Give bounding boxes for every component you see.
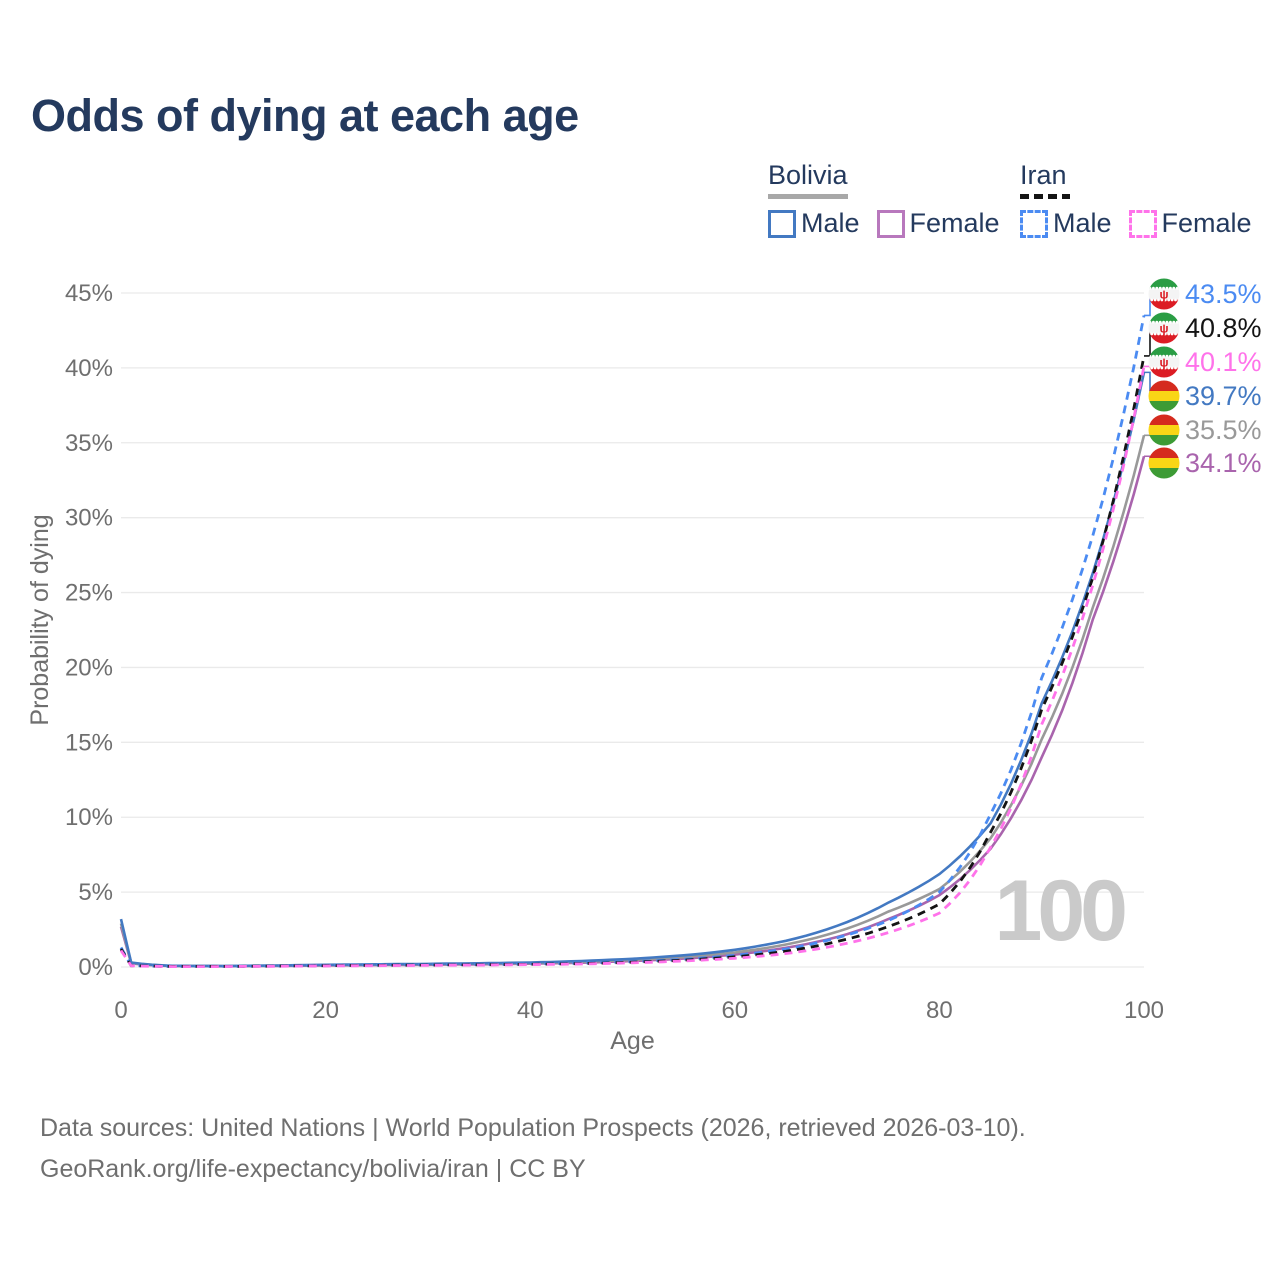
legend-country-iran[interactable]: Iran bbox=[1020, 160, 1067, 190]
y-tick-5%: 5% bbox=[78, 879, 113, 906]
y-tick-45%: 45% bbox=[65, 280, 113, 307]
end-label-connector-bolivia-male bbox=[1144, 371, 1157, 397]
y-tick-0%: 0% bbox=[78, 954, 113, 981]
end-label-connector-bolivia-female bbox=[1144, 455, 1157, 464]
y-tick-20%: 20% bbox=[65, 654, 113, 681]
y-tick-30%: 30% bbox=[65, 505, 113, 532]
footer-data-sources: Data sources: United Nations | World Pop… bbox=[40, 1114, 1026, 1142]
age-watermark: 100 bbox=[994, 863, 1129, 959]
end-label-connector-iran-female bbox=[1144, 361, 1157, 368]
legend-swatch-iran-female[interactable] bbox=[1128, 209, 1157, 238]
footer: Data sources: United Nations | World Pop… bbox=[40, 1108, 1026, 1189]
legend-group-bolivia: Bolivia Male Female bbox=[768, 160, 1017, 239]
x-tick-0: 0 bbox=[114, 997, 127, 1024]
end-label-connector-iran-both bbox=[1144, 327, 1157, 357]
y-tick-10%: 10% bbox=[65, 804, 113, 831]
chart-title: Odds of dying at each age bbox=[31, 90, 579, 141]
series-line-iran-female[interactable] bbox=[119, 366, 1146, 968]
legend-label-bolivia-female[interactable]: Female bbox=[909, 208, 1000, 238]
legend-label-bolivia-male[interactable]: Male bbox=[801, 208, 860, 238]
legend: Bolivia Male Female Iran Male Female bbox=[0, 160, 1280, 250]
series-line-bolivia-male[interactable] bbox=[119, 372, 1146, 968]
end-label-connector-bolivia-both bbox=[1144, 429, 1157, 437]
legend-swatch-bolivia-male[interactable] bbox=[768, 209, 796, 238]
y-tick-40%: 40% bbox=[65, 355, 113, 382]
y-tick-35%: 35% bbox=[65, 430, 113, 457]
footer-attribution: GeoRank.org/life-expectancy/bolivia/iran… bbox=[40, 1154, 586, 1183]
legend-label-iran-female[interactable]: Female bbox=[1161, 208, 1252, 238]
y-tick-25%: 25% bbox=[65, 580, 113, 607]
legend-country-bolivia[interactable]: Bolivia bbox=[768, 160, 848, 190]
legend-group-iran: Iran Male Female bbox=[1020, 160, 1269, 239]
legend-swatch-bolivia-female[interactable] bbox=[876, 209, 905, 238]
x-tick-60: 60 bbox=[721, 997, 748, 1024]
legend-swatch-iran-male[interactable] bbox=[1020, 209, 1048, 238]
x-tick-100: 100 bbox=[1124, 997, 1164, 1024]
legend-label-iran-male[interactable]: Male bbox=[1053, 208, 1112, 238]
x-axis-title: Age bbox=[610, 1027, 654, 1055]
x-tick-40: 40 bbox=[517, 997, 544, 1024]
end-label-connector-iran-male bbox=[1144, 293, 1157, 317]
y-tick-15%: 15% bbox=[65, 729, 113, 756]
x-tick-80: 80 bbox=[926, 997, 953, 1024]
x-tick-20: 20 bbox=[312, 997, 339, 1024]
legend-iran-line-swatch bbox=[1020, 194, 1070, 199]
y-axis-title: Probability of dying bbox=[26, 514, 54, 725]
legend-bolivia-line-swatch bbox=[768, 194, 848, 199]
